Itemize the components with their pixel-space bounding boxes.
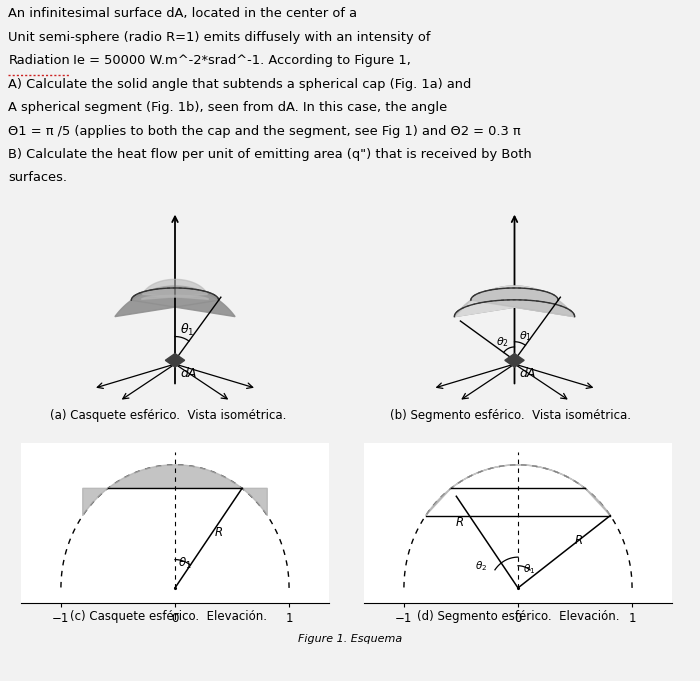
Text: Radiation: Radiation <box>8 54 70 67</box>
Text: (a) Casquete esférico.  Vista isométrica.: (a) Casquete esférico. Vista isométrica. <box>50 409 286 422</box>
Text: Ie = 50000 W.m^-2*srad^-1. According to Figure 1,: Ie = 50000 W.m^-2*srad^-1. According to … <box>69 54 411 67</box>
Polygon shape <box>454 286 575 317</box>
Text: A spherical segment (Fig. 1b), seen from dA. In this case, the angle: A spherical segment (Fig. 1b), seen from… <box>8 101 448 114</box>
Text: (b) Segmento esférico.  Vista isométrica.: (b) Segmento esférico. Vista isométrica. <box>391 409 631 422</box>
Text: $\theta_1$: $\theta_1$ <box>178 556 192 571</box>
Polygon shape <box>454 288 575 317</box>
Polygon shape <box>83 465 267 516</box>
Polygon shape <box>505 353 524 367</box>
Text: A) Calculate the solid angle that subtends a spherical cap (Fig. 1a) and: A) Calculate the solid angle that subten… <box>8 78 472 91</box>
Text: $\theta_1$: $\theta_1$ <box>180 322 195 338</box>
Text: B) Calculate the heat flow per unit of emitting area (q") that is received by Bo: B) Calculate the heat flow per unit of e… <box>8 148 532 161</box>
Text: Figure 1. Esquema: Figure 1. Esquema <box>298 634 402 644</box>
Polygon shape <box>115 286 235 317</box>
Text: $\theta_2$: $\theta_2$ <box>475 560 486 573</box>
Polygon shape <box>426 465 610 516</box>
Text: dA: dA <box>519 366 536 379</box>
Text: R: R <box>456 516 464 529</box>
Text: $\theta_1$: $\theta_1$ <box>523 562 535 575</box>
Text: $\theta_1$: $\theta_1$ <box>519 330 532 343</box>
Polygon shape <box>165 353 185 367</box>
Polygon shape <box>454 286 575 317</box>
Text: (c) Casquete esférico.  Elevación.: (c) Casquete esférico. Elevación. <box>69 610 267 623</box>
Text: surfaces.: surfaces. <box>8 172 67 185</box>
Text: An infinitesimal surface dA, located in the center of a: An infinitesimal surface dA, located in … <box>8 7 358 20</box>
Text: (d) Segmento esférico.  Elevación.: (d) Segmento esférico. Elevación. <box>416 610 620 623</box>
Text: $\theta_2$: $\theta_2$ <box>496 336 509 349</box>
Text: Unit semi-sphere (radio R=1) emits diffusely with an intensity of: Unit semi-sphere (radio R=1) emits diffu… <box>8 31 431 44</box>
Text: R: R <box>214 526 223 539</box>
Text: R: R <box>575 535 583 548</box>
Text: dA: dA <box>180 366 197 379</box>
Polygon shape <box>141 279 209 300</box>
Text: Θ1 = π /5 (applies to both the cap and the segment, see Fig 1) and Θ2 = 0.3 π: Θ1 = π /5 (applies to both the cap and t… <box>8 125 521 138</box>
